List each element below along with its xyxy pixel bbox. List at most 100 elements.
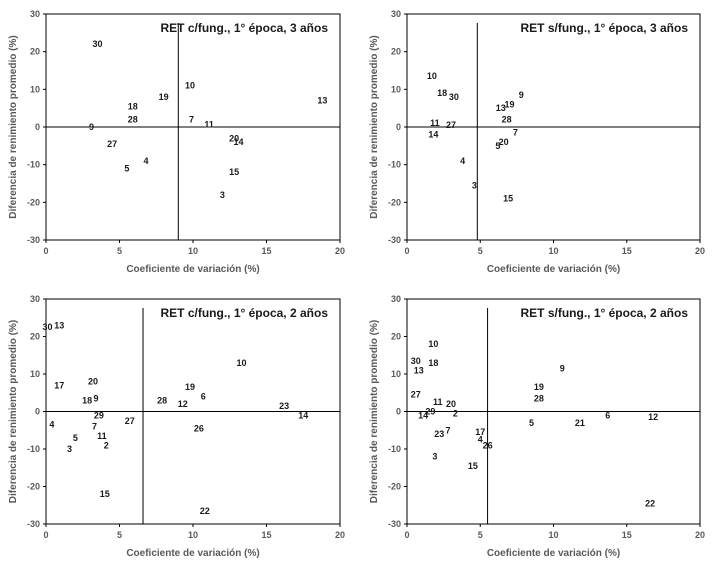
data-point-label: 18 [82, 395, 92, 405]
data-point-label: 11 [97, 431, 107, 441]
data-point-label: 21 [575, 418, 585, 428]
y-tick-label: 10 [391, 369, 401, 379]
data-point-label: 11 [204, 119, 214, 129]
data-point-label: 26 [194, 423, 204, 433]
data-point-label: 27 [446, 120, 456, 130]
x-tick-label: 20 [335, 246, 345, 256]
data-point-label: 4 [143, 156, 148, 166]
data-point-label: 19 [534, 382, 544, 392]
data-point-label: 3 [220, 190, 225, 200]
data-point-label: 23 [279, 401, 289, 411]
y-tick-label: 20 [391, 47, 401, 57]
x-tick-label: 0 [404, 246, 409, 256]
x-tick-label: 0 [404, 530, 409, 540]
data-point-label: 10 [237, 358, 247, 368]
scatter-chart-4: -30 -20 -10 0 10 20 30 0 5 10 15 20 Coeficiente de v… [369, 294, 705, 559]
y-axis-label: Diferencia de renimiento promedio (%) [369, 320, 380, 503]
data-point-label: 26 [483, 440, 493, 450]
y-tick-label: 10 [30, 84, 40, 94]
data-point-label: 15 [229, 167, 239, 177]
data-point-label: 12 [648, 412, 658, 422]
y-tick-label: -30 [27, 519, 40, 529]
data-point-label: 10 [428, 339, 438, 349]
data-point-label: 17 [475, 427, 485, 437]
x-axis-label: Coeficiente de variación (%) [126, 264, 259, 275]
data-point-label: 14 [298, 410, 308, 420]
data-point-label: 20 [446, 399, 456, 409]
data-point-label: 11 [430, 118, 440, 128]
data-point-label: 3 [472, 180, 477, 190]
y-axis-label: Diferencia de renimiento promedio (%) [8, 320, 19, 503]
data-point-label: 4 [49, 420, 54, 430]
data-point-label: 28 [128, 114, 138, 124]
y-tick-label: -20 [27, 197, 40, 207]
y-tick-label: -30 [388, 235, 401, 245]
x-tick-label: 15 [622, 246, 632, 256]
chart-title: RET c/fung., 1° época, 3 años [160, 21, 328, 35]
y-tick-label: 20 [391, 332, 401, 342]
y-tick-label: 20 [30, 332, 40, 342]
x-tick-label: 0 [43, 530, 48, 540]
chart-title: RET s/fung., 1° época, 2 años [520, 306, 688, 320]
data-point-label: 18 [428, 358, 438, 368]
data-point-label: 15 [100, 489, 110, 499]
data-point-label: 9 [93, 393, 98, 403]
data-point-label: 4 [478, 435, 483, 445]
data-point-label: 7 [513, 128, 518, 138]
data-point-label: 9 [519, 90, 524, 100]
y-tick-label: 30 [391, 294, 401, 304]
y-tick-label: 0 [396, 122, 401, 132]
y-axis-label: Diferencia de renimiento promedio (%) [8, 35, 19, 218]
data-point-label: 2 [453, 408, 458, 418]
x-tick-label: 5 [117, 530, 122, 540]
x-axis-label: Coeficiente de variación (%) [126, 548, 259, 559]
data-point-label: 14 [418, 410, 428, 420]
x-tick-label: 10 [548, 246, 558, 256]
x-tick-label: 20 [335, 530, 345, 540]
data-point-label: 30 [42, 322, 52, 332]
data-point-label: 5 [124, 163, 129, 173]
data-point-label: 23 [434, 429, 444, 439]
y-tick-label: -30 [388, 519, 401, 529]
x-tick-label: 10 [188, 246, 198, 256]
data-point-label: 5 [529, 418, 534, 428]
data-point-label: 19 [185, 382, 195, 392]
data-point-label: 30 [92, 39, 102, 49]
data-point-label: 18 [437, 88, 447, 98]
data-point-label: 13 [317, 96, 327, 106]
x-tick-label: 15 [622, 530, 632, 540]
data-point-label: 3 [67, 444, 72, 454]
data-point-label: 12 [178, 399, 188, 409]
chart-title: RET c/fung., 1° época, 2 años [160, 306, 328, 320]
x-tick-label: 10 [548, 530, 558, 540]
data-point-label: 3 [432, 452, 437, 462]
data-point-label: 13 [496, 103, 506, 113]
x-tick-label: 20 [695, 530, 705, 540]
data-point-label: 27 [125, 416, 135, 426]
y-tick-label: -10 [388, 160, 401, 170]
x-tick-label: 20 [695, 246, 705, 256]
data-point-label: 30 [449, 92, 459, 102]
data-point-label: 28 [502, 114, 512, 124]
data-point-label: 19 [505, 99, 515, 109]
x-tick-label: 0 [43, 246, 48, 256]
y-tick-label: -20 [388, 197, 401, 207]
data-point-label: 4 [460, 156, 465, 166]
y-axis-label: Diferencia de renimiento promedio (%) [369, 35, 380, 218]
x-tick-label: 5 [478, 246, 483, 256]
y-tick-label: -20 [27, 482, 40, 492]
y-tick-label: 30 [391, 9, 401, 19]
data-point-label: 30 [411, 356, 421, 366]
data-point-label: 5 [495, 141, 500, 151]
x-axis-label: Coeficiente de variación (%) [487, 548, 620, 559]
y-tick-label: 30 [30, 9, 40, 19]
data-point-label: 27 [411, 390, 421, 400]
data-point-label: 9 [89, 122, 94, 132]
data-point-label: 2 [104, 440, 109, 450]
x-tick-label: 15 [261, 246, 271, 256]
data-point-label: 19 [159, 92, 169, 102]
y-tick-label: -10 [27, 160, 40, 170]
x-tick-label: 5 [117, 246, 122, 256]
x-tick-label: 15 [261, 530, 271, 540]
